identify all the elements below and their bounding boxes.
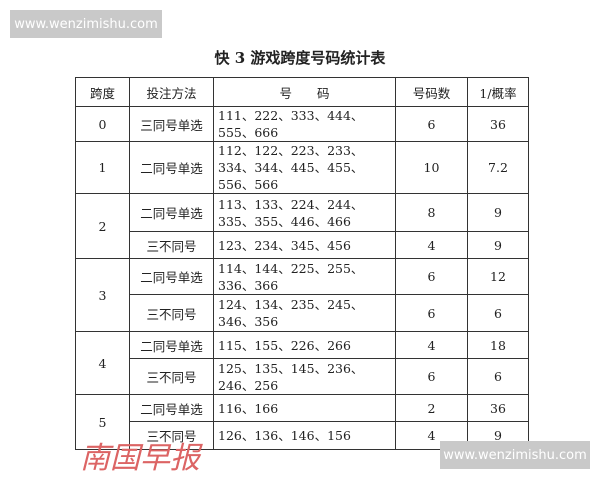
watermark-top: www.wenzimishu.com [10,10,162,38]
table-title: 快 3 游戏跨度号码统计表 [214,49,386,67]
inverse-probability-cell: 36 [467,106,529,142]
span-cell: 1 [75,141,130,194]
numbers-cell: 125、135、145、236、246、256 [213,358,396,395]
numbers-cell: 124、134、235、245、346、356 [213,294,396,332]
watermark-bottom: www.wenzimishu.com [440,441,590,469]
inverse-probability-cell: 18 [467,331,529,359]
inverse-probability-cell: 36 [467,394,529,422]
span-cell: 2 [75,193,130,259]
newspaper-stamp-watermark: 南国早报 [80,441,200,476]
column-header: 号 码 [213,77,396,107]
count-cell: 8 [395,193,468,232]
inverse-probability-cell: 6 [467,294,529,332]
numbers-cell: 113、133、224、244、335、355、446、466 [213,193,396,232]
method-cell: 二同号单选 [129,331,214,359]
numbers-cell: 116、166 [213,394,396,422]
method-cell: 三不同号 [129,294,214,332]
header-row: 跨度 投注方法号 码号码数 1/概率 [75,77,529,107]
numbers-cell: 123、234、345、456 [213,231,396,259]
table-row: 3 二同号单选 114、144、225、255、336、366 6 12 [75,258,529,332]
span-cell: 0 [75,106,130,142]
method-cell: 三不同号 [129,231,214,259]
numbers-cell: 112、122、223、233、334、344、445、455、556、566 [213,141,396,194]
inverse-probability-cell: 9 [467,231,529,259]
count-cell: 6 [395,294,468,332]
method-cell: 二同号单选 [129,394,214,422]
span-cell: 3 [75,258,130,332]
count-cell: 6 [395,258,468,295]
column-header: 跨度 [75,77,130,107]
numbers-cell: 126、136、146、156 [213,421,396,450]
inverse-probability-cell: 6 [467,358,529,395]
span-stats-table: 跨度 投注方法号 码号码数 1/概率 0 三同号单选 111、222、333、444、5… [75,77,529,450]
inverse-probability-cell: 7.2 [467,141,529,194]
inverse-probability-cell: 9 [467,193,529,232]
column-header: 1/概率 [467,77,529,107]
table-row: 0 三同号单选 111、222、333、444、555、666 6 36 [75,106,529,142]
method-cell: 二同号单选 [129,193,214,232]
method-cell: 三不同号 [129,358,214,395]
span-cell: 5 [75,394,130,450]
span-cell: 4 [75,331,130,395]
count-cell: 6 [395,358,468,395]
table-row: 5 二同号单选 116、166 2 36 [75,394,529,450]
count-cell: 4 [395,231,468,259]
numbers-cell: 115、155、226、266 [213,331,396,359]
method-cell: 二同号单选 [129,141,214,194]
count-cell: 10 [395,141,468,194]
table-row: 2 二同号单选 113、133、224、244、335、355、446、466 8 9 [75,193,529,259]
method-cell: 三同号单选 [129,106,214,142]
column-header: 投注方法 [129,77,214,107]
numbers-cell: 111、222、333、444、555、666 [213,106,396,142]
table-row: 三不同号 125、135、145、236、246、256 6 6 [76,358,529,395]
column-header: 号码数 [395,77,468,107]
table-body: 0 三同号单选 111、222、333、444、555、666 6 36 1 二同号单选 11… [75,106,529,450]
table-row: 1 二同号单选 112、122、223、233、334、344、445、455、55… [75,141,529,194]
table-row: 三不同号 123、234、345、456 4 9 [76,231,529,259]
table-row: 4 二同号单选 115、155、226、266 4 18 [75,331,529,395]
method-cell: 二同号单选 [129,258,214,295]
numbers-cell: 114、144、225、255、336、366 [213,258,396,295]
count-cell: 6 [395,106,468,142]
count-cell: 4 [395,331,468,359]
inverse-probability-cell: 12 [467,258,529,295]
table-row: 三不同号 124、134、235、245、346、356 6 6 [76,294,529,332]
count-cell: 2 [395,394,468,422]
